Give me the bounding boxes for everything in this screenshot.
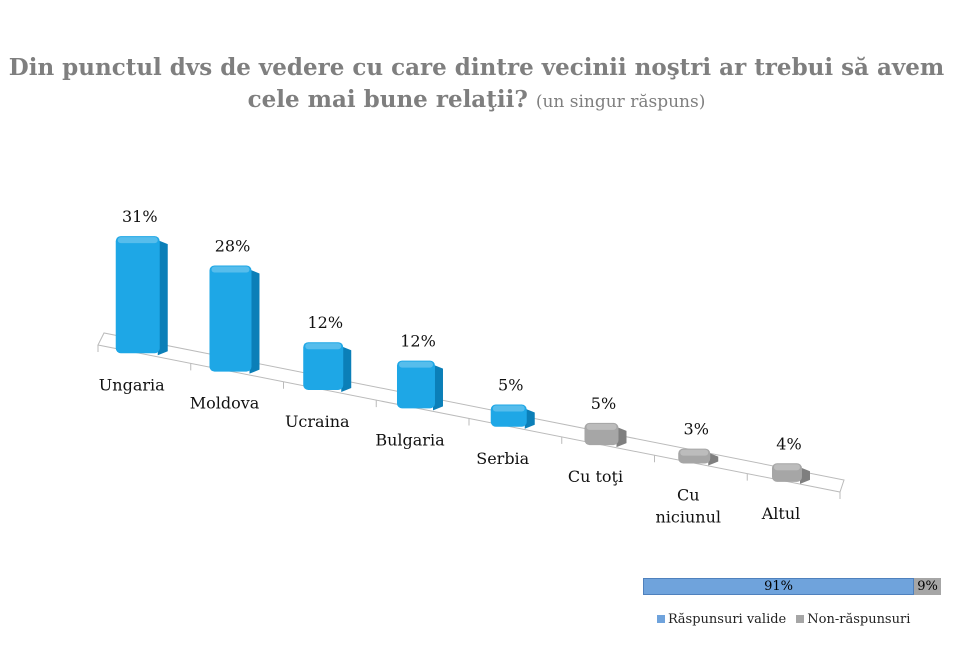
- bar-highlight: [398, 361, 433, 368]
- legend-non: Non-răspunsuri: [796, 612, 910, 627]
- bar: [303, 342, 344, 391]
- bar: [396, 360, 435, 409]
- nonresponse-label: 9%: [917, 579, 938, 594]
- bar-side: [616, 426, 627, 448]
- bar-side: [157, 240, 168, 356]
- data-label: 5%: [591, 394, 616, 413]
- bar-highlight: [773, 464, 800, 471]
- data-label: 5%: [498, 376, 523, 395]
- category-label: Bulgaria: [375, 430, 445, 449]
- category-label: Serbia: [476, 449, 529, 468]
- data-label: 4%: [776, 434, 801, 453]
- category-label: Cu: [677, 486, 700, 505]
- legend-valid-label: Răspunsuri valide: [668, 612, 787, 627]
- data-label: 12%: [400, 332, 436, 351]
- data-label: 12%: [307, 313, 343, 332]
- category-label: niciunul: [655, 508, 721, 527]
- legend-valid: Răspunsuri valide: [657, 612, 786, 627]
- bar-side: [341, 346, 352, 393]
- category-label: Ungaria: [99, 375, 165, 394]
- bar-side: [708, 452, 719, 466]
- bar: [490, 404, 527, 427]
- valid-label: 91%: [764, 579, 794, 594]
- bar-side: [524, 408, 535, 429]
- legend-swatch-non: [796, 615, 805, 623]
- category-label: Ucraina: [285, 412, 350, 431]
- bar: [584, 422, 619, 446]
- bar: [115, 236, 160, 354]
- bar: [771, 463, 802, 482]
- legend: Răspunsuri valide Non-răspunsuri: [657, 612, 910, 627]
- bar-side: [432, 364, 443, 411]
- category-label: Moldova: [190, 394, 260, 413]
- bar-chart: 31% Ungaria 28% Moldova 12% Ucraina 12% Bulgari…: [97, 207, 845, 527]
- bar: [209, 265, 252, 372]
- category-label: Altul: [761, 504, 801, 523]
- data-label: 3%: [684, 420, 709, 439]
- bar: [678, 448, 711, 464]
- title-main: Din punctul dvs de vedere cu care dintre…: [8, 54, 945, 113]
- data-label: 28%: [215, 236, 251, 255]
- bar-highlight: [211, 266, 250, 273]
- response-summary-bar: 91% 9%: [643, 578, 941, 595]
- bar-highlight: [117, 237, 158, 244]
- title-note: (un singur răspuns): [535, 92, 706, 112]
- valid-segment: 91%: [643, 578, 915, 595]
- nonresponse-segment: 9%: [914, 578, 941, 595]
- bar-highlight: [492, 405, 525, 412]
- data-label: 31%: [122, 207, 158, 226]
- bar-highlight: [680, 449, 709, 456]
- bar-highlight: [305, 343, 342, 350]
- category-label: Cu toţi: [568, 467, 623, 486]
- bar-highlight: [586, 423, 617, 430]
- legend-non-label: Non-răspunsuri: [807, 612, 911, 627]
- bar-side: [799, 467, 810, 484]
- legend-swatch-valid: [657, 615, 665, 623]
- chart-title: Din punctul dvs de vedere cu care dintre…: [0, 52, 953, 118]
- bar-side: [249, 269, 260, 374]
